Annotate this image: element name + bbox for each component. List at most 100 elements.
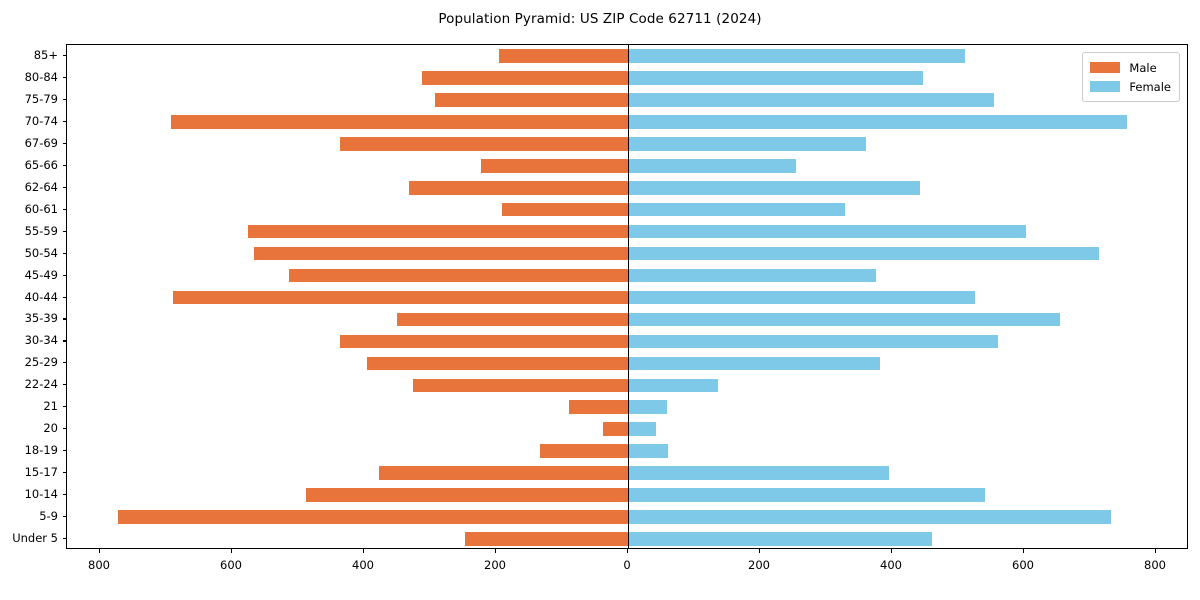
- legend-entry-female[interactable]: Female: [1090, 77, 1171, 96]
- zero-axis-line: [628, 45, 630, 548]
- bar-row: [67, 158, 1187, 173]
- x-tick-label: 400: [352, 558, 374, 572]
- y-tick-mark: [62, 428, 66, 430]
- x-tick-label: 200: [748, 558, 770, 572]
- bar-female-under-5: [628, 532, 932, 546]
- x-tick-label: 600: [1012, 558, 1034, 572]
- bar-row: [67, 202, 1187, 217]
- legend-swatch-male: [1090, 62, 1121, 73]
- bar-male-70-74: [171, 115, 628, 129]
- bar-female-50-54: [628, 246, 1099, 261]
- y-tick-mark: [62, 450, 66, 452]
- y-tick-label: 67-69: [24, 135, 58, 150]
- bar-row: [67, 356, 1187, 371]
- bar-row: [67, 246, 1187, 261]
- bar-row: [67, 422, 1187, 437]
- x-tick-mark: [363, 549, 365, 553]
- bar-male-15-17: [379, 466, 628, 480]
- x-tick-mark: [627, 549, 629, 553]
- y-tick-mark: [62, 494, 66, 496]
- y-tick-label: 60-61: [24, 201, 58, 216]
- bar-male-40-44: [172, 290, 628, 305]
- y-tick-label: 20: [43, 421, 58, 436]
- bar-male-50-54: [254, 246, 628, 261]
- legend-swatch-female: [1090, 81, 1121, 92]
- bar-male-10-14: [305, 488, 628, 502]
- bars-layer: [67, 45, 1187, 548]
- bar-row: [67, 49, 1187, 63]
- bar-female-20: [628, 422, 656, 437]
- y-tick-label: 62-64: [24, 179, 58, 194]
- bar-row: [67, 290, 1187, 305]
- bar-male-85-: [499, 49, 628, 63]
- y-tick-mark: [62, 98, 66, 100]
- bar-female-25-29: [628, 356, 881, 371]
- bar-male-62-64: [408, 180, 628, 195]
- x-tick-label: 400: [880, 558, 902, 572]
- bar-female-21: [628, 400, 667, 415]
- x-tick-mark: [1155, 549, 1157, 553]
- bar-female-85-: [628, 49, 966, 63]
- bar-female-65-66: [628, 158, 797, 173]
- y-tick-label: 15-17: [24, 465, 58, 480]
- bar-male-45-49: [288, 268, 628, 283]
- bar-row: [67, 180, 1187, 195]
- y-tick-mark: [62, 142, 66, 144]
- y-tick-mark: [62, 208, 66, 210]
- x-tick-mark: [99, 549, 101, 553]
- x-tick-label: 0: [623, 558, 631, 572]
- y-tick-label: 30-34: [24, 333, 58, 348]
- bar-row: [67, 444, 1187, 458]
- x-tick-mark: [1023, 549, 1025, 553]
- y-axis: 85+ 80-84 75-79 70-74 67-69 65-66 62-64 60-61 55…: [0, 44, 66, 549]
- bar-female-15-17: [628, 466, 890, 480]
- y-tick-mark: [62, 318, 66, 320]
- bar-male-under-5: [464, 532, 628, 546]
- x-tick-label: 200: [484, 558, 506, 572]
- x-tick-mark: [231, 549, 233, 553]
- y-tick-label: 18-19: [24, 443, 58, 458]
- bar-male-80-84: [422, 71, 628, 85]
- bar-row: [67, 71, 1187, 85]
- y-tick-mark: [62, 538, 66, 540]
- y-tick-label: 80-84: [24, 69, 58, 84]
- chart-title: Population Pyramid: US ZIP Code 62711 (2…: [438, 11, 762, 27]
- y-tick-label: 85+: [33, 47, 58, 62]
- y-tick-label: 75-79: [24, 91, 58, 106]
- y-tick-mark: [62, 76, 66, 79]
- x-tick-label: 800: [88, 558, 110, 572]
- bar-row: [67, 510, 1187, 524]
- bar-male-60-61: [501, 202, 628, 217]
- bar-row: [67, 312, 1187, 327]
- y-tick-label: 45-49: [24, 267, 58, 282]
- bar-male-35-39: [397, 312, 628, 327]
- y-tick-label: 22-24: [24, 377, 58, 392]
- y-tick-mark: [62, 252, 66, 254]
- bar-male-21: [568, 400, 628, 415]
- bar-female-10-14: [628, 488, 986, 502]
- y-tick-label: 40-44: [24, 289, 58, 304]
- y-tick-mark: [62, 164, 66, 166]
- y-tick-label: 21: [43, 399, 58, 414]
- y-tick-label: 25-29: [24, 355, 58, 370]
- bar-female-60-61: [628, 202, 846, 217]
- y-tick-label: 10-14: [24, 487, 58, 502]
- bar-female-40-44: [628, 290, 975, 305]
- y-tick-mark: [62, 516, 66, 518]
- y-tick-mark: [62, 340, 66, 342]
- y-tick-mark: [62, 296, 66, 298]
- bar-row: [67, 378, 1187, 393]
- x-axis: 800 600 400 200 0 200 400 600 800: [66, 549, 1188, 589]
- bar-female-62-64: [628, 180, 921, 195]
- y-tick-label: 65-66: [24, 157, 58, 172]
- y-tick-mark: [62, 54, 66, 57]
- bar-male-22-24: [412, 378, 628, 393]
- bar-row: [67, 466, 1187, 480]
- bar-male-75-79: [435, 93, 628, 107]
- legend-entry-male[interactable]: Male: [1090, 58, 1171, 77]
- y-tick-mark: [62, 230, 66, 232]
- bar-male-67-69: [340, 136, 628, 151]
- legend: Male Female: [1082, 52, 1180, 102]
- bar-female-30-34: [628, 334, 999, 349]
